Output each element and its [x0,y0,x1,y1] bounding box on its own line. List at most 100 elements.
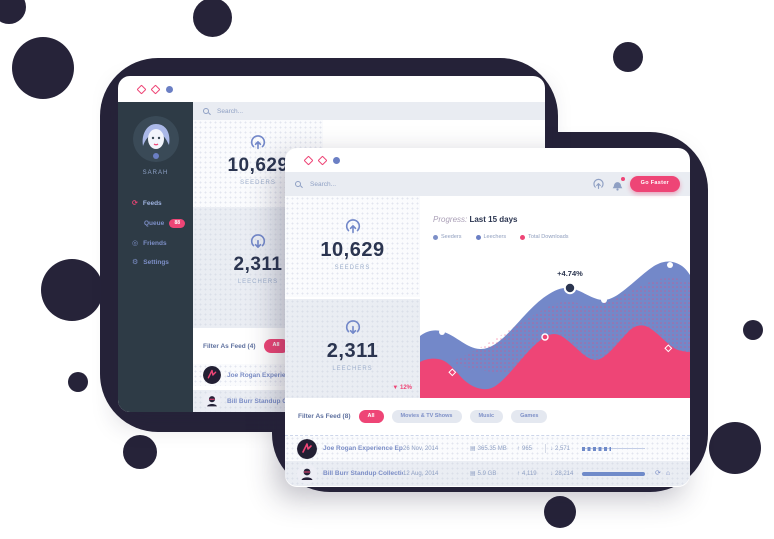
open-folder-icon[interactable]: ⌂ [665,470,671,477]
stat-card-seeders: 10,629 SEEDERS [285,196,420,298]
filter-pill-all[interactable]: All [358,409,384,424]
torrent-date: 26 Nov, 2014 [403,445,439,452]
torrent-avatar [297,438,317,459]
chart-annotation: +4.74% [557,269,583,278]
sidebar-item-settings[interactable]: ⚙ Settings [118,253,193,272]
torrent-upload-count: ↑ 4,119 [517,470,537,477]
queue-count-badge: 88 [169,219,185,228]
decor-circle [0,0,26,24]
torrent-download-count: ↓ 28,214 [550,470,574,477]
decor-circle [709,422,761,474]
download-icon: ↓ [550,470,553,477]
stat-value: 10,629 [227,155,289,176]
sidebar-item-friends[interactable]: ◎ Friends [118,234,193,253]
filter-label: Filter As Feed (4) [203,342,256,350]
torrent-size: ▤ 365.35 MB [470,446,507,452]
filter-pill-music[interactable]: Music [469,409,504,424]
data-point-marker [439,329,445,335]
upload-icon: ↑ [517,445,520,452]
legend-item-leechers[interactable]: Leechers [475,234,506,240]
sidebar-item-queue[interactable]: Queue 88 [118,213,193,234]
torrent-row[interactable]: Joe Rogan Experience Ep. #68 26 Nov, 201… [285,436,690,461]
window-control-dot[interactable] [333,156,340,164]
search-input[interactable] [215,106,289,116]
progress-area-chart: +4.74% [420,261,690,398]
window-control-dot[interactable] [303,155,314,165]
progress-fill [582,471,645,476]
disk-icon: ▤ [470,446,476,452]
progress-track-line [582,448,645,449]
upload-icon: ↑ [517,470,520,477]
stat-delta-down: ▼ 12% [392,384,412,391]
download-icon: ↓ [550,445,553,452]
filter-pill-games[interactable]: Games [511,409,548,424]
filter-pill-movies[interactable]: Movies & TV Shows [391,409,462,424]
legend-item-downloads[interactable]: Total Downloads [520,234,569,240]
window-control-dot[interactable] [166,85,173,93]
torrent-title: Joe Rogan Experience Ep. #68 [323,445,403,452]
decor-circle [12,37,74,99]
sidebar-item-label: Settings [143,259,169,266]
stat-card-leechers: 2,311 LEECHERS ▼ 12% [285,298,420,398]
stat-label: LEECHERS [332,365,373,372]
upload-icon [250,135,266,150]
torrent-date: 12 Aug, 2014 [403,470,439,477]
decor-circle [544,496,576,528]
torrent-size: ▤ 5.9 GB [470,471,497,477]
friends-icon: ◎ [132,240,139,247]
torrent-progress-bar [582,446,645,451]
filter-pill-all[interactable]: All [263,339,289,353]
speed-sync-icon[interactable] [592,178,605,191]
chart-panel: Progress: Last 15 days Seeders Leechers [420,196,690,398]
filter-label: Filter As Feed (8) [298,413,351,420]
data-point-marker [601,297,607,303]
torrent-download-count: ↓ 2,571 [550,445,571,452]
feeds-icon: ⟳ [132,200,138,207]
back-window-titlebar [118,76,545,102]
torrent-title: Bill Burr Standup Collection [227,397,314,405]
window-control-dot[interactable] [136,84,147,94]
window-control-dot[interactable] [317,155,328,165]
download-icon [345,319,360,334]
sidebar-item-feeds[interactable]: ⟳ Feeds [118,194,193,213]
torrent-avatar [297,463,317,484]
notifications-bell-icon[interactable] [611,176,625,191]
highlight-point-marker[interactable] [563,281,577,295]
search-icon [203,107,210,115]
profile-avatar[interactable] [132,116,179,162]
torrent-title: Bill Burr Standup Collection [323,470,403,477]
go-faster-button[interactable]: Go Faster [629,176,680,192]
profile-name: SARAH [142,170,169,176]
sidebar-item-label: Queue [144,220,165,227]
disk-icon: ▤ [470,471,476,477]
upload-icon [345,219,360,234]
chart-legend: Seeders Leechers Total Downloads [433,234,690,240]
legend-dot [520,234,526,240]
front-window: Go Faster 10,629 SEEDERS [285,148,690,487]
search-input[interactable] [308,179,432,189]
stat-value: 10,629 [320,239,385,261]
sidebar-item-label: Feeds [142,200,162,207]
legend-item-seeders[interactable]: Seeders [433,234,462,240]
decor-circle [68,372,88,392]
stat-label: LEECHERS [237,278,279,285]
legend-dot [475,234,481,240]
download-icon [250,233,266,248]
decor-circle [123,435,157,469]
front-filter-row: Filter As Feed (8) All Movies & TV Shows… [285,398,690,436]
divider [545,444,546,453]
torrent-row[interactable]: Bill Burr Standup Collection 12 Aug, 201… [285,461,690,486]
torrent-title: Joe Rogan Experience Ep. #68 [227,371,322,379]
torrent-avatar [203,392,221,410]
sidebar-item-label: Friends [143,240,167,247]
stat-label: SEEDERS [334,265,371,271]
torrent-progress-bar [582,471,645,476]
seed-action-icon[interactable]: ⟳ [655,470,661,477]
decor-circle [193,0,232,37]
stat-label: SEEDERS [240,180,276,186]
torrent-avatar [203,366,221,384]
chart-title: Progress: Last 15 days [433,215,518,224]
window-control-dot[interactable] [150,84,161,94]
legend-dot [433,234,438,240]
sidebar-nav: ⟳ Feeds Queue 88 ◎ Friends ⚙ Settings [118,194,193,272]
